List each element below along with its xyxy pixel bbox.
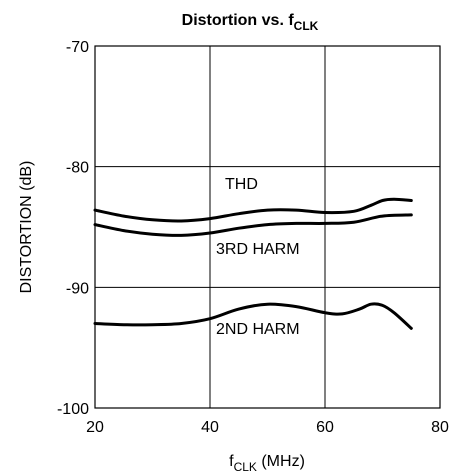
series-label-3rd-harm: 3RD HARM bbox=[216, 241, 300, 258]
x-tick-label: 40 bbox=[201, 419, 219, 436]
tick-labels: 20 40 60 80 -70 -80 -90 -100 bbox=[57, 39, 449, 436]
grid-lines bbox=[95, 46, 440, 408]
series-line-2nd-harm bbox=[93, 302, 413, 330]
x-axis-label: fCLK (MHz) bbox=[229, 453, 305, 472]
chart-title: Distortion vs. fCLK bbox=[182, 12, 319, 33]
series-label-2nd-harm: 2ND HARM bbox=[216, 321, 300, 338]
x-tick-label: 80 bbox=[431, 419, 449, 436]
y-tick-label: -80 bbox=[66, 160, 89, 177]
y-tick-label: -100 bbox=[57, 401, 89, 418]
y-tick-label: -70 bbox=[66, 39, 89, 56]
series-line-3rd-harm bbox=[93, 213, 413, 237]
x-tick-label: 20 bbox=[86, 419, 104, 436]
series-label-thd: THD bbox=[225, 176, 258, 193]
plot-area bbox=[94, 45, 441, 409]
y-tick-label: -90 bbox=[66, 280, 89, 297]
series-lines bbox=[93, 197, 413, 330]
y-axis-label: DISTORTION (dB) bbox=[18, 161, 35, 294]
x-tick-label: 60 bbox=[316, 419, 334, 436]
series-line-thd bbox=[93, 197, 413, 223]
